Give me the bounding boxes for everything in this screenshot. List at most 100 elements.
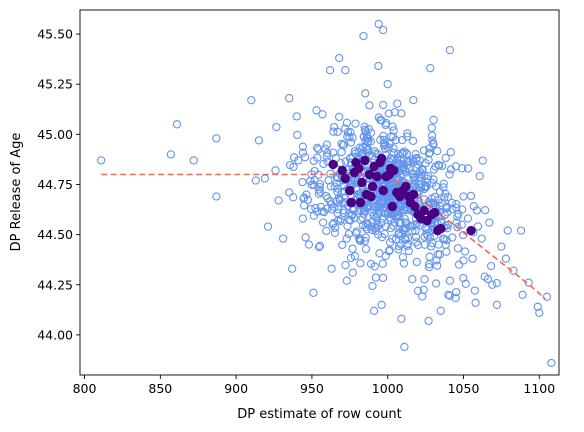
hollow-point [533, 302, 542, 311]
hollow-point [403, 132, 412, 141]
hollow-point [325, 66, 335, 75]
hollow-point [274, 196, 283, 205]
hollow-point [433, 196, 443, 205]
hollow-point [285, 94, 294, 103]
hollow-point [400, 226, 409, 235]
hollow-point [410, 220, 419, 230]
hollow-point [328, 220, 337, 229]
hollow-point [457, 220, 466, 229]
hollow-point [400, 165, 410, 174]
hollow-point [348, 244, 357, 253]
hollow-point [542, 292, 552, 301]
hollow-point [547, 358, 556, 368]
hollow-point [356, 259, 365, 268]
hollow-point [368, 281, 377, 291]
solid-point [357, 177, 367, 188]
hollow-point [350, 213, 359, 223]
hollow-point [468, 254, 477, 263]
hollow-point [309, 288, 318, 297]
y-tick-label: 44.50 [37, 227, 73, 242]
hollow-point [446, 148, 455, 157]
hollow-points-layer [97, 19, 556, 368]
hollow-point [399, 259, 409, 268]
hollow-point [409, 95, 418, 105]
solid-point [387, 201, 397, 212]
hollow-point [313, 143, 322, 152]
hollow-point [330, 228, 340, 237]
hollow-point [327, 205, 337, 214]
hollow-point [408, 275, 417, 284]
hollow-point [348, 268, 357, 277]
hollow-point [397, 109, 406, 118]
hollow-point [323, 148, 332, 158]
hollow-point [344, 229, 353, 239]
hollow-point [379, 100, 388, 110]
hollow-point [397, 314, 406, 323]
hollow-point [398, 148, 407, 157]
hollow-point [488, 280, 497, 289]
hollow-point [412, 163, 421, 173]
solid-point [351, 157, 361, 168]
hollow-point [402, 149, 411, 158]
x-tick-label: 900 [224, 381, 248, 396]
hollow-point [379, 135, 389, 145]
hollow-point [333, 127, 342, 136]
hollow-point [272, 122, 281, 132]
hollow-point [413, 240, 423, 250]
hollow-point [346, 153, 355, 163]
hollow-point [432, 256, 441, 265]
hollow-point [436, 306, 445, 315]
hollow-point [212, 192, 221, 201]
hollow-point [469, 202, 478, 211]
y-axis: 44.00 44.25 44.50 44.75 45.00 45.25 45.50 [37, 27, 80, 342]
hollow-point [398, 252, 408, 262]
hollow-point [347, 138, 356, 147]
hollow-point [335, 53, 344, 63]
hollow-point [335, 196, 344, 205]
hollow-point [429, 115, 438, 124]
hollow-point [189, 156, 198, 165]
hollow-point [486, 261, 496, 271]
hollow-point [351, 149, 360, 158]
hollow-point [401, 233, 410, 243]
hollow-point [428, 136, 437, 145]
hollow-point [166, 150, 176, 159]
hollow-point [485, 218, 494, 227]
hollow-point [298, 214, 307, 223]
hollow-point [411, 232, 421, 242]
x-tick-label: 1100 [523, 381, 555, 396]
hollow-point [463, 214, 473, 223]
hollow-point [345, 132, 354, 142]
hollow-point [322, 191, 331, 201]
hollow-point [475, 171, 484, 181]
solid-points-layer [328, 153, 476, 236]
solid-point [346, 197, 356, 208]
hollow-point [389, 144, 398, 153]
hollow-point [433, 261, 442, 270]
x-tick-label: 1000 [372, 381, 404, 396]
x-tick-label: 850 [148, 381, 172, 396]
hollow-point [460, 247, 470, 256]
hollow-point [518, 290, 527, 299]
hollow-point [299, 201, 309, 210]
hollow-point [426, 242, 436, 251]
hollow-point [439, 179, 448, 188]
hollow-point [351, 119, 360, 128]
hollow-point [313, 153, 322, 162]
hollow-point [501, 254, 511, 263]
hollow-point [336, 215, 346, 224]
hollow-point [453, 244, 463, 253]
hollow-point [388, 122, 397, 131]
hollow-point [393, 210, 402, 219]
hollow-point [288, 264, 297, 273]
hollow-point [417, 170, 426, 179]
hollow-point [394, 228, 403, 238]
hollow-point [289, 153, 299, 162]
solid-point [419, 205, 429, 216]
hollow-point [535, 308, 544, 317]
hollow-point [254, 136, 264, 145]
plot-area [80, 10, 559, 375]
hollow-point [492, 278, 501, 288]
hollow-point [212, 134, 221, 143]
